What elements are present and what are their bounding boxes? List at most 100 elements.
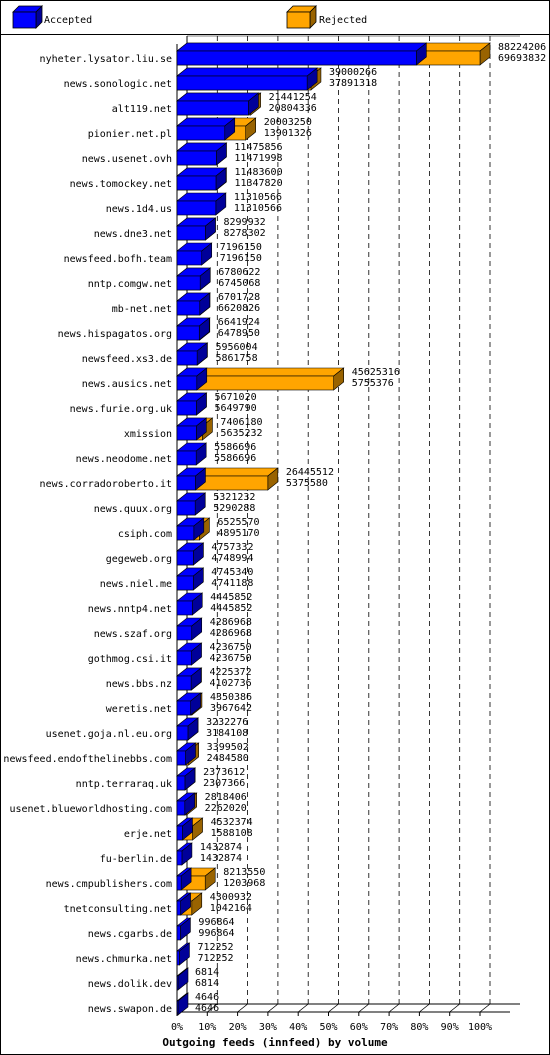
bar-accepted-face xyxy=(176,100,249,116)
value-label-rejected: 26445512 xyxy=(286,467,334,478)
bar-accepted-face xyxy=(176,325,200,341)
value-label-rejected: 1432874 xyxy=(200,842,242,853)
x-tick-label: 90% xyxy=(441,1022,459,1033)
value-label-accepted: 4286968 xyxy=(210,628,252,639)
bar-accepted-face xyxy=(176,150,217,166)
bars xyxy=(176,42,491,1016)
bar-accepted-face xyxy=(176,600,193,616)
bar-accepted xyxy=(176,392,208,416)
bar-accepted-face xyxy=(176,825,183,841)
category-label: usenet.blueworldhosting.com xyxy=(9,804,172,815)
value-label-accepted: 4895170 xyxy=(217,528,259,539)
bar-accepted xyxy=(176,542,205,566)
value-label-rejected: 2373612 xyxy=(203,767,245,778)
category-label: nntp.comgw.net xyxy=(88,279,172,290)
value-label-accepted: 20804336 xyxy=(269,103,317,114)
value-label-rejected: 45625316 xyxy=(352,367,400,378)
bar-accepted xyxy=(176,317,211,341)
value-label-rejected: 20003250 xyxy=(264,117,312,128)
bar-accepted xyxy=(176,367,208,391)
bar-accepted xyxy=(176,192,227,216)
value-label-rejected: 5321232 xyxy=(213,492,255,503)
value-label-rejected: 8299932 xyxy=(224,217,266,228)
value-label-accepted: 6620826 xyxy=(218,303,260,314)
category-label: news.usenet.ovh xyxy=(82,154,172,165)
bar-accepted xyxy=(176,467,207,491)
x-axis: 0% 10% 20% 30% 40% 50% 60% 70% 80% 90% 100% Outgoin… xyxy=(162,1012,492,1049)
category-label: newsfeed.xs3.de xyxy=(82,354,172,365)
value-label-rejected: 4532374 xyxy=(211,817,253,828)
x-tick-label: 20% xyxy=(229,1022,247,1033)
value-label-accepted: 712252 xyxy=(197,953,233,964)
bar-accepted-face xyxy=(176,650,192,666)
bar-accepted-face xyxy=(176,250,203,266)
value-label-accepted: 2262020 xyxy=(205,803,247,814)
value-label-rejected: 4225372 xyxy=(210,667,252,678)
bar-accepted xyxy=(176,817,194,841)
value-label-accepted: 5635232 xyxy=(220,428,262,439)
value-label-rejected: 11475856 xyxy=(234,142,282,153)
x-tick-label: 10% xyxy=(198,1022,216,1033)
value-label-rejected: 8213550 xyxy=(223,867,265,878)
bar-accepted-face xyxy=(176,200,217,216)
legend: Accepted Rejected xyxy=(12,5,367,29)
category-label: news.szaf.org xyxy=(94,629,172,640)
bar-accepted-top xyxy=(176,67,318,77)
value-label-accepted: 2484580 xyxy=(207,753,249,764)
bar-accepted xyxy=(176,917,192,941)
bar-accepted-face xyxy=(176,950,180,966)
value-label-rejected: 6641924 xyxy=(218,317,260,328)
value-label-accepted: 4236750 xyxy=(210,653,252,664)
value-label-rejected: 5671020 xyxy=(214,392,256,403)
category-label: newsfeed.bofh.team xyxy=(64,254,172,265)
value-label-accepted: 1042164 xyxy=(210,903,252,914)
bar-accepted-face xyxy=(176,700,191,716)
category-label: news.1d4.us xyxy=(106,204,172,215)
bar-accepted-face xyxy=(176,500,196,516)
value-label-rejected: 6701728 xyxy=(218,292,260,303)
bar-accepted xyxy=(176,942,191,966)
value-label-rejected: 88224206 xyxy=(498,42,546,53)
x-tick-label: 60% xyxy=(350,1022,368,1033)
bar-accepted xyxy=(176,442,208,466)
value-label-accepted: 11347820 xyxy=(234,178,282,189)
value-label-rejected: 7196150 xyxy=(220,242,262,253)
bar-accepted xyxy=(176,692,202,716)
bar-accepted-face xyxy=(176,625,193,641)
bar-accepted-face xyxy=(176,50,417,66)
category-label: tnetconsulting.net xyxy=(64,904,172,915)
value-label-rejected: 4757332 xyxy=(211,542,253,553)
bar-accepted-face xyxy=(176,400,197,416)
gridline-floor xyxy=(207,1003,218,1013)
category-label: news.hispagatos.org xyxy=(58,329,172,340)
value-label-rejected: 3232276 xyxy=(206,717,248,728)
value-label-rejected: 4300932 xyxy=(210,892,252,903)
category-label: nntp.terraraq.uk xyxy=(76,779,172,790)
category-label: usenet.goja.nl.eu.org xyxy=(46,729,172,740)
category-label: news.nntp4.net xyxy=(88,604,172,615)
bar-accepted xyxy=(176,767,196,791)
value-label-rejected: 4350386 xyxy=(210,692,252,703)
bar-accepted xyxy=(176,792,196,816)
category-label: pionier.net.pl xyxy=(88,129,172,140)
value-label-rejected: 3399502 xyxy=(207,742,249,753)
bar-accepted-face xyxy=(176,300,201,316)
bar-accepted xyxy=(176,267,212,291)
bar-accepted-face xyxy=(176,350,198,366)
gridline-floor xyxy=(419,1003,430,1013)
value-label-rejected: 4286968 xyxy=(210,617,252,628)
category-label: news.neodome.net xyxy=(76,454,172,465)
value-label-accepted: 5290288 xyxy=(213,503,255,514)
bar-accepted-face xyxy=(176,125,226,141)
value-label-rejected: 6525570 xyxy=(217,517,259,528)
value-label-rejected: 6780622 xyxy=(218,267,260,278)
category-label: news.chmurka.net xyxy=(76,954,172,965)
bar-accepted-face xyxy=(176,75,308,91)
legend-swatch xyxy=(286,11,311,29)
value-label-rejected: 2818406 xyxy=(205,792,247,803)
category-label: csiph.com xyxy=(118,529,172,540)
value-label-rejected: 5956004 xyxy=(215,342,257,353)
bar-accepted xyxy=(176,92,260,116)
legend-entry-accepted: Accepted xyxy=(12,5,92,29)
